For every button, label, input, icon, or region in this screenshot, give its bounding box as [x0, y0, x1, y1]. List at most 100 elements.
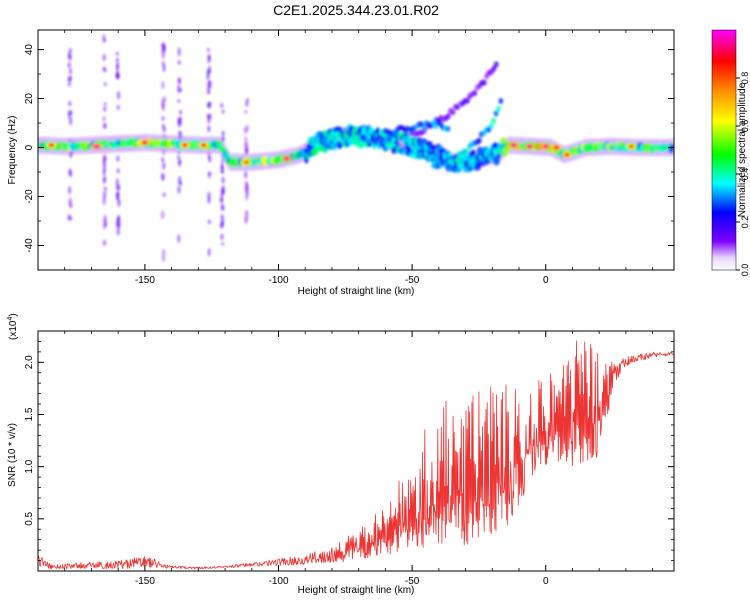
spectrogram-ridge-dot: [471, 149, 476, 157]
x-tick-label: -150: [135, 275, 155, 286]
spectrogram-streak-dot: [103, 106, 107, 112]
spectrogram-x-ticks: -150 -100 -50 0: [37, 30, 654, 286]
spectrogram-streak-dot: [161, 157, 165, 163]
spectrogram-streak-dot: [243, 126, 247, 134]
spectrogram-branch-dot: [450, 109, 456, 116]
spectrogram-streak-dot: [103, 102, 107, 106]
spectrogram-branch-dot: [493, 110, 499, 117]
spectrogram-hotspot: [200, 143, 207, 148]
spectrogram-streak-dot: [103, 122, 107, 130]
spectrogram-streak-dot: [244, 170, 248, 179]
y-tick-label: -20: [24, 189, 35, 204]
spectrogram-streak-dot: [161, 50, 165, 59]
spectrogram-streak-dot: [177, 160, 181, 167]
spectrogram-streak-dot: [116, 155, 120, 162]
spectrogram-streak-dot: [177, 185, 181, 194]
spectrogram-streak-dot: [179, 181, 183, 186]
spectrogram-hotspot: [542, 144, 549, 149]
spectrogram-streak-dot: [221, 189, 225, 195]
snr-y-multiplier-base: (x10: [8, 320, 19, 340]
spectrogram-streak-dot: [177, 60, 181, 65]
y-tick-label: 0.5: [24, 511, 35, 525]
spectrogram-hotspot: [182, 143, 188, 148]
spectrogram-heatmap: [38, 33, 674, 262]
spectrogram-branch-dot: [488, 123, 494, 130]
spectrogram-streak-dot: [103, 186, 107, 192]
spectrogram-branch-dot: [464, 148, 470, 155]
spectrogram-hotspot: [526, 144, 533, 149]
spectrogram-streak-dot: [68, 100, 72, 107]
spectrogram-hotspot: [93, 144, 100, 149]
spectrogram-branch-dot: [421, 124, 427, 131]
spectrogram-streak-dot: [161, 116, 165, 121]
snr-y-multiplier-exponent: 4: [7, 317, 14, 321]
spectrogram-streak-dot: [117, 199, 121, 207]
spectrogram-streak-dot: [69, 110, 73, 116]
spectrogram-streak-dot: [207, 80, 211, 88]
spectrogram-streak-dot: [116, 104, 120, 110]
spectrogram-ridge-dot: [394, 139, 399, 146]
spectrogram-streak-dot: [177, 77, 181, 85]
spectrogram-streak-dot: [208, 155, 212, 163]
spectrogram-streak-dot: [220, 103, 224, 109]
spectrogram-streak-dot: [162, 249, 166, 256]
spectrogram-x-axis-label: Height of straight line (km): [298, 286, 415, 297]
snr-panel: -150 -100 -50 0 0.5 1.0 1.5 2.0 Height of stra…: [7, 313, 675, 596]
spectrogram-streak-dot: [69, 215, 73, 221]
spectrogram-streak-dot: [67, 76, 71, 83]
spectrogram-streak-dot: [116, 226, 120, 236]
spectrogram-plot-frame: [37, 29, 675, 271]
spectrogram-panel: -150 -100 -50 0 -40 -20 0 20 40 Height of strai…: [7, 29, 675, 297]
y-tick-label: 1.5: [24, 407, 35, 421]
spectrogram-hotspot: [553, 145, 560, 150]
spectrogram-streak-dot: [179, 109, 183, 115]
spectrogram-streak-dot: [115, 178, 119, 185]
spectrogram-branch-dot: [476, 137, 482, 144]
snr-y-multiplier-close: ): [8, 313, 19, 316]
spectrogram-branch-dot: [472, 90, 478, 97]
y-tick-label: 1.0: [24, 459, 35, 473]
colorbar-tick-label: 0.0: [740, 264, 750, 277]
spectrogram-hotspot: [243, 160, 250, 165]
spectrogram-hotspot: [510, 143, 517, 148]
spectrogram-streak-dot: [178, 116, 182, 120]
spectrogram-streak-dot: [117, 90, 121, 100]
spectrogram-streak-dot: [103, 163, 107, 173]
y-tick-label: 20: [24, 93, 35, 105]
spectrogram-ridge-dot: [475, 161, 483, 168]
spectrogram-streak-dot: [244, 136, 248, 141]
spectrogram-streak-dot: [117, 216, 121, 223]
colorbar-tick-label: 0.4: [740, 168, 750, 181]
colorbar-tick-label: 0.8: [740, 72, 750, 85]
spectrogram-streak-dot: [69, 119, 73, 126]
spectrogram-streak-dot: [116, 61, 120, 69]
spectrogram-streak-dot: [103, 82, 107, 86]
x-tick-label: -100: [268, 576, 288, 587]
snr-y-axis-label: SNR (10 * v/v): [7, 423, 18, 487]
spectrogram-streak-dot: [221, 217, 225, 226]
spectrogram-streak-dot: [116, 182, 120, 191]
spectrogram-branch-dot: [481, 79, 487, 86]
snr-x-axis-label: Height of straight line (km): [298, 585, 415, 596]
spectrogram-branch-dot: [455, 157, 460, 164]
spectrogram-streak-dot: [102, 197, 106, 206]
spectrogram-streak-dot: [68, 197, 72, 206]
spectrogram-branch-dot: [491, 117, 497, 124]
spectrogram-streak-dot: [220, 233, 224, 241]
spectrogram-streak-dot: [103, 222, 107, 230]
spectrogram-streak-dot: [244, 186, 248, 191]
spectrogram-streak-dot: [161, 42, 165, 48]
spectrogram-streak-dot: [244, 216, 248, 224]
spectrogram-branch-dot: [493, 61, 499, 68]
spectrogram-streak-dot: [115, 72, 119, 79]
x-tick-label: 0: [543, 576, 549, 587]
snr-series-line: [38, 340, 674, 570]
colorbar: 0.0 0.2 0.4 0.6 0.8 Normalized spectral ampl…: [711, 29, 750, 277]
spectrogram-streak-dot: [161, 210, 165, 220]
spectrogram-streak-dot: [161, 81, 165, 90]
spectrogram-hotspot: [283, 156, 290, 161]
spectrogram-streak-dot: [221, 170, 225, 174]
spectrogram-ridge-dot: [429, 144, 437, 151]
spectrogram-streak-dot: [102, 37, 106, 43]
spectrogram-streak-dot: [115, 51, 119, 56]
